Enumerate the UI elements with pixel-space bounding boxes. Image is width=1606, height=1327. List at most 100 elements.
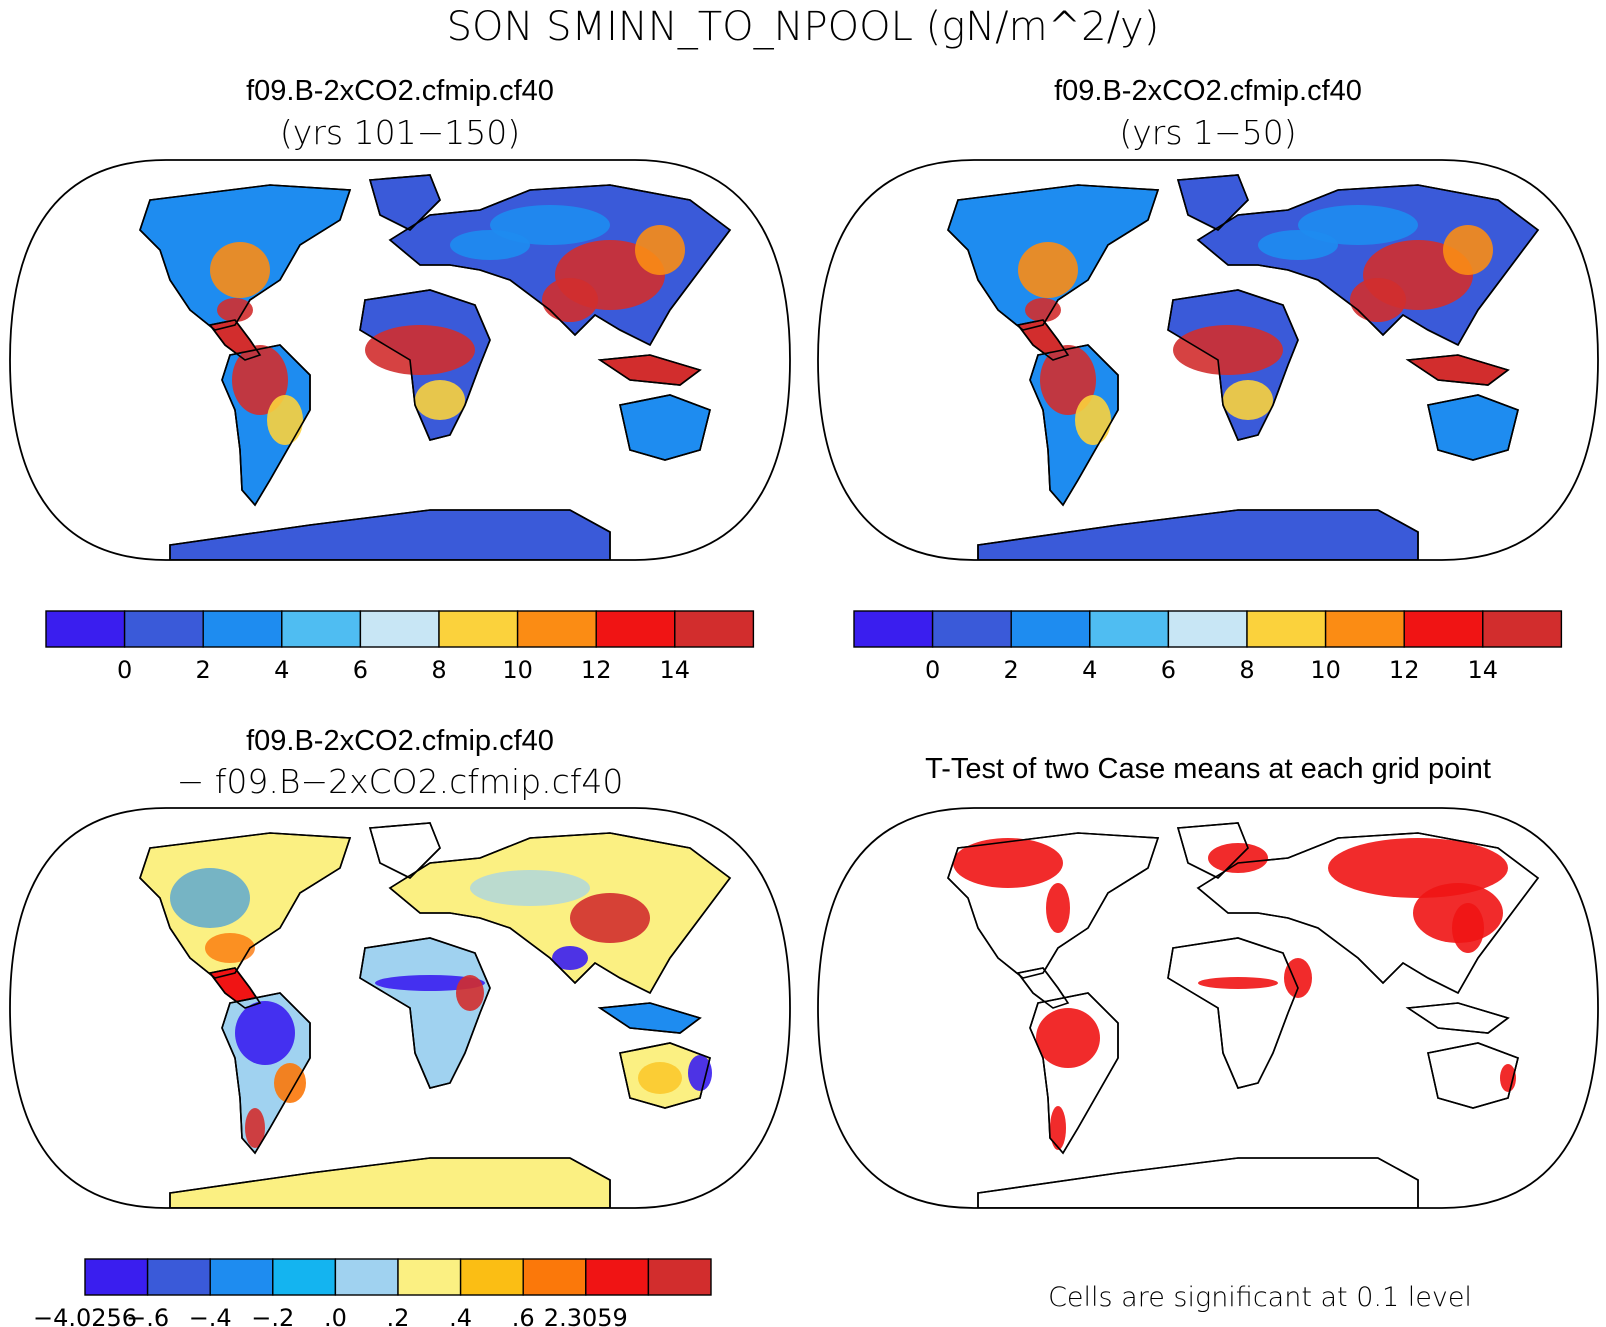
field-patch [1350, 278, 1406, 322]
field-patch [456, 975, 484, 1011]
colorbar-swatch [438, 610, 519, 648]
samerica-coastline [221, 992, 311, 1155]
world-map [817, 159, 1599, 561]
colorbar-swatch [281, 610, 362, 648]
samerica-coastline [221, 344, 311, 507]
panel-title: f09.B-2xCO2.cfmip.cf40 [1054, 75, 1362, 107]
antarctica-coastline [977, 509, 1419, 560]
colorbar-swatch [931, 610, 1012, 648]
australia-coastline [1427, 394, 1519, 461]
panel-bottom-right: T-Test of two Case means at each grid po… [817, 753, 1599, 1313]
field-patch [1223, 380, 1273, 420]
colorbar-swatch [359, 610, 440, 648]
camerica-coastline [208, 319, 262, 361]
field-patch [1036, 1008, 1100, 1068]
map-border [817, 807, 1599, 1209]
colorbar-tick-label: 8 [431, 656, 446, 684]
colorbar-swatch [202, 610, 283, 648]
field-patch [1040, 345, 1096, 415]
colorbar-tick-label: 4 [274, 656, 289, 684]
panel-subtitle: (yrs 1−50) [1119, 113, 1296, 152]
field-patch [1298, 205, 1418, 245]
colorbar-swatch [1482, 610, 1563, 648]
field-patch [232, 345, 288, 415]
australia-coastline [1427, 1042, 1519, 1109]
field-patch [570, 893, 650, 943]
colorbar-swatch [209, 1258, 274, 1296]
colorbar: 0 2 4 6 8 10 12 14 [853, 610, 1563, 684]
greenland-coastline [1176, 822, 1249, 879]
colorbar-swatch [853, 610, 934, 648]
camerica-coastline [1016, 319, 1070, 361]
panel-title: f09.B-2xCO2.cfmip.cf40 [246, 75, 554, 107]
colorbar-tick-label: .2 [387, 1304, 410, 1327]
colorbar-tick-label: −.4 [189, 1304, 232, 1327]
greenland-coastline [368, 174, 441, 231]
field-patch [635, 225, 685, 275]
colorbar: −4.0256−.6 −.4 −.2 .0 .2 .4 .6 2.3059 [33, 1258, 712, 1327]
field-patch [542, 278, 598, 322]
eurasia-coastline [1196, 832, 1540, 995]
field-patch [267, 395, 303, 445]
colorbar-swatch [1010, 610, 1091, 648]
colorbar-tick-label: 4 [1082, 656, 1097, 684]
colorbar-swatch [1324, 610, 1405, 648]
colorbar-tick-label: .4 [449, 1304, 472, 1327]
indonesia-coastline [597, 354, 702, 386]
africa-coastline [1167, 937, 1299, 1089]
colorbar-swatch [1403, 610, 1484, 648]
colorbar-tick-label: −4.0256 [33, 1304, 137, 1327]
colorbar-tick-label: 12 [1389, 656, 1420, 684]
map-border [9, 807, 791, 1209]
field-patch [210, 242, 270, 298]
colorbar-swatch [585, 1258, 650, 1296]
colorbar-tick-label: 14 [660, 656, 691, 684]
map-border [9, 159, 791, 561]
field-patch [170, 868, 250, 928]
panel-subtitle: − f09.B−2xCO2.cfmip.cf40 [177, 762, 624, 801]
eurasia-coastline [1196, 184, 1540, 347]
colorbar-swatch [459, 1258, 524, 1296]
camerica-coastline [208, 967, 262, 1009]
colorbar-swatch [516, 610, 597, 648]
panel-title: T-Test of two Case means at each grid po… [925, 753, 1491, 785]
field-patch [365, 325, 475, 375]
africa-coastline [1167, 289, 1299, 441]
colorbar-tick-label: 6 [353, 656, 368, 684]
field-patch [274, 1063, 306, 1103]
colorbar-swatch [1246, 610, 1327, 648]
field-patch [217, 298, 253, 322]
colorbar-tick-label: .0 [324, 1304, 347, 1327]
field-patch [1075, 395, 1111, 445]
antarctica-coastline [977, 1157, 1419, 1208]
world-map [817, 807, 1599, 1209]
field-patch [1050, 1106, 1066, 1150]
field-patch [1284, 958, 1312, 998]
namerica-coastline [139, 832, 352, 979]
field-patch [470, 870, 590, 906]
colorbar-swatch [1167, 610, 1248, 648]
colorbar-swatch [45, 610, 126, 648]
colorbar-tick-label: 6 [1161, 656, 1176, 684]
eurasia-coastline [388, 832, 732, 995]
camerica-coastline [1016, 967, 1070, 1009]
field-patch [953, 838, 1063, 888]
colorbar-tick-label: 0 [117, 656, 132, 684]
colorbar-swatch [397, 1258, 462, 1296]
colorbar-tick-label: 10 [502, 656, 533, 684]
antarctica-coastline [169, 509, 611, 560]
field-patch [1328, 838, 1508, 898]
panel-bottom-left: f09.B-2xCO2.cfmip.cf40 − f09.B−2xCO2.cfm… [9, 725, 791, 1327]
panel-footnote: Cells are significant at 0.1 level [1048, 1282, 1472, 1313]
colorbar-tick-label: 12 [581, 656, 612, 684]
field-patch [688, 1055, 712, 1091]
colorbar-tick-label: 2 [196, 656, 211, 684]
colorbar: 0 2 4 6 8 10 12 14 [45, 610, 755, 684]
indonesia-coastline [1405, 1002, 1510, 1034]
colorbar-tick-label: 10 [1310, 656, 1341, 684]
australia-coastline [619, 394, 711, 461]
map-border [817, 159, 1599, 561]
colorbar-tick-label: 0 [925, 656, 940, 684]
samerica-coastline [1029, 344, 1119, 507]
panel-top-right: f09.B-2xCO2.cfmip.cf40 (yrs 1−50) 0 2 4 6 8 1… [817, 75, 1599, 684]
